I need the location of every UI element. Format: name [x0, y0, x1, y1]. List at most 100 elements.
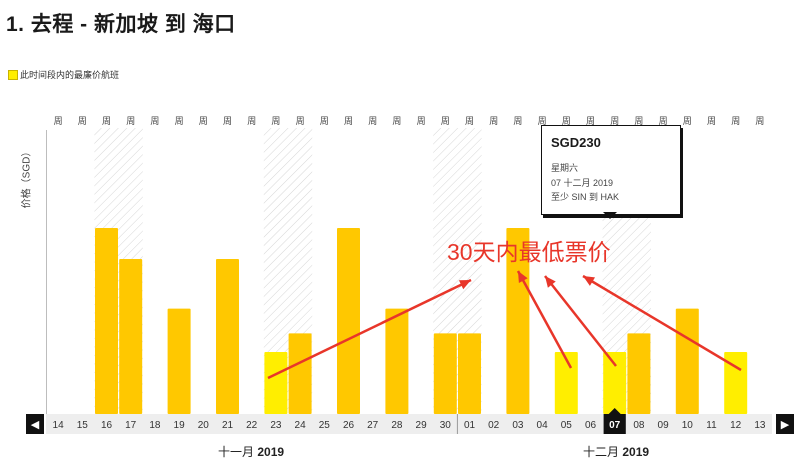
annotation-arrowhead	[545, 276, 556, 288]
week-marker: 周	[538, 116, 547, 126]
week-marker: 周	[634, 116, 643, 126]
week-marker: 周	[659, 116, 668, 126]
week-marker: 周	[513, 116, 522, 126]
week-marker: 周	[54, 116, 63, 126]
annotation-arrow	[582, 274, 742, 372]
annotation-arrowhead	[518, 271, 528, 284]
date-tick-19: 19	[174, 420, 186, 431]
date-tick-23: 23	[270, 420, 282, 431]
date-tick-07: 07	[609, 420, 621, 431]
date-tick-13: 13	[754, 420, 766, 431]
date-tick-22: 22	[246, 420, 258, 431]
week-marker: 周	[78, 116, 87, 126]
prev-dates-button[interactable]: ◀	[26, 414, 44, 434]
date-tick-29: 29	[416, 420, 428, 431]
week-marker: 周	[150, 116, 159, 126]
week-marker: 周	[707, 116, 716, 126]
date-tick-21: 21	[222, 420, 234, 431]
tooltip-date: 07 十二月 2019	[551, 178, 614, 188]
week-marker: 周	[392, 116, 401, 126]
next-dates-button[interactable]: ▶	[776, 414, 794, 434]
selected-date-marker	[608, 408, 621, 414]
bar-07	[603, 352, 627, 414]
date-tick-20: 20	[198, 420, 210, 431]
week-marker: 周	[223, 116, 232, 126]
chevron-right-icon: ▶	[780, 418, 790, 431]
bar-03	[506, 228, 530, 414]
week-marker: 周	[102, 116, 111, 126]
date-axis-strip	[46, 414, 772, 434]
week-marker: 周	[368, 116, 377, 126]
week-marker: 周	[731, 116, 740, 126]
chevron-left-icon: ◀	[30, 418, 40, 431]
week-marker: 周	[199, 116, 208, 126]
y-axis-line	[46, 130, 47, 414]
legend-swatch	[8, 69, 18, 80]
week-marker: 周	[126, 116, 135, 126]
week-marker: 周	[441, 116, 450, 126]
week-marker: 周	[562, 116, 571, 126]
date-tick-30: 30	[440, 420, 452, 431]
week-marker: 周	[586, 116, 595, 126]
date-tick-25: 25	[319, 420, 331, 431]
week-marker: 周	[247, 116, 256, 126]
bar-24	[288, 333, 312, 414]
annotation-arrow	[267, 278, 472, 380]
bar-21	[216, 259, 239, 414]
annotation-arrow	[516, 270, 573, 369]
date-tick-26: 26	[343, 420, 355, 431]
bar-19	[167, 308, 191, 414]
month-label-dec: 十二月 2019	[583, 445, 650, 459]
date-tick-09: 09	[658, 420, 670, 431]
annotation-arrow	[544, 275, 617, 367]
lowest-fare-annotation: 30天内最低票价	[447, 239, 611, 265]
date-tick-05: 05	[561, 420, 573, 431]
bar-16	[95, 228, 118, 414]
date-tick-03: 03	[512, 420, 524, 431]
bar-26	[337, 228, 360, 414]
bar-17	[119, 259, 143, 414]
bar-05	[554, 352, 578, 414]
date-tick-17: 17	[125, 420, 137, 431]
date-tick-18: 18	[149, 420, 161, 431]
week-marker: 周	[489, 116, 498, 126]
tooltip-price: SGD230	[551, 135, 601, 150]
bar-23	[264, 352, 288, 414]
week-marker: 周	[175, 116, 184, 126]
week-marker: 周	[344, 116, 353, 126]
annotation-arrowhead	[458, 280, 471, 290]
date-tick-27: 27	[367, 420, 379, 431]
bar-12	[724, 352, 748, 414]
date-tick-08: 08	[633, 420, 645, 431]
tooltip-pointer	[603, 212, 617, 219]
week-marker: 周	[610, 116, 619, 126]
legend-label: 此时间段内的最廉价航班	[20, 70, 120, 80]
date-tick-02: 02	[488, 420, 500, 431]
date-tick-11: 11	[706, 420, 717, 431]
date-tick-10: 10	[682, 420, 694, 431]
bar-30	[433, 333, 457, 414]
date-tick-01: 01	[464, 420, 476, 431]
selected-date-box	[603, 414, 626, 434]
week-marker: 周	[417, 116, 426, 126]
bar-01	[458, 333, 481, 414]
date-tick-12: 12	[730, 420, 742, 431]
date-tick-14: 14	[53, 420, 65, 431]
page-title: 1. 去程 - 新加坡 到 海口	[6, 13, 236, 36]
date-tick-15: 15	[77, 420, 89, 431]
bar-28	[385, 308, 409, 414]
week-marker: 周	[296, 116, 305, 126]
date-tick-16: 16	[101, 420, 113, 431]
week-marker: 周	[683, 116, 692, 126]
week-marker: 周	[271, 116, 280, 126]
bar-10	[675, 308, 699, 414]
date-tick-04: 04	[537, 420, 549, 431]
tooltip-route: 至少 SIN 到 HAK	[551, 192, 620, 202]
tooltip-weekday: 星期六	[551, 163, 579, 173]
week-marker: 周	[465, 116, 474, 126]
price-tooltip: SGD230 星期六 07 十二月 2019 至少 SIN 到 HAK	[541, 125, 681, 215]
date-tick-28: 28	[391, 420, 403, 431]
week-marker: 周	[320, 116, 329, 126]
date-tick-24: 24	[295, 420, 307, 431]
